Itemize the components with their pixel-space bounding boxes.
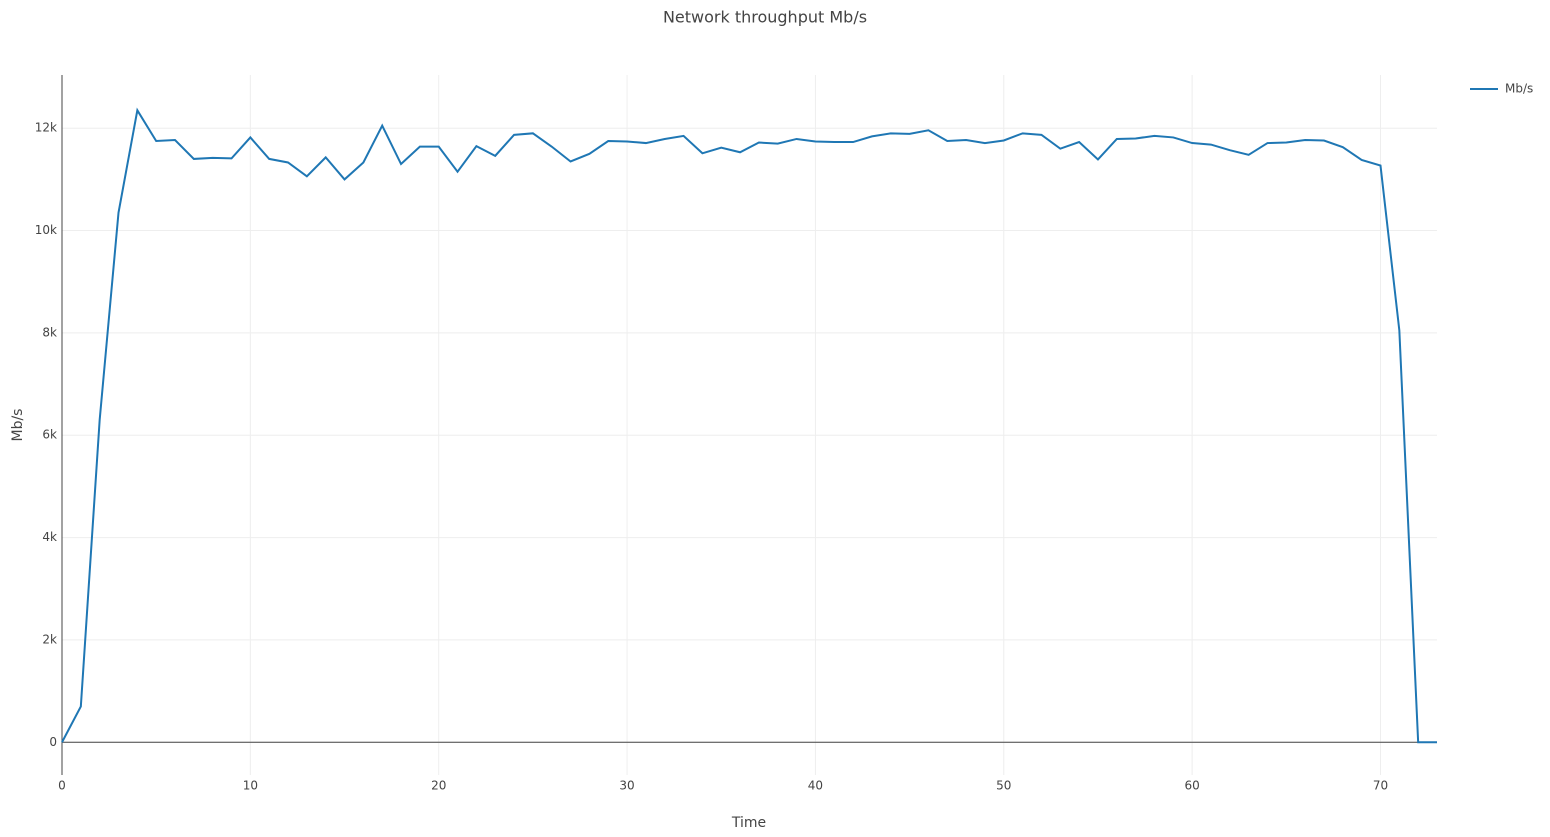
x-tick-label: 20 bbox=[431, 779, 446, 793]
x-tick-label: 50 bbox=[996, 779, 1011, 793]
chart-title: Network throughput Mb/s bbox=[663, 8, 867, 27]
x-tick-label: 40 bbox=[808, 779, 823, 793]
y-tick-label: 4k bbox=[42, 530, 57, 544]
legend-label: Mb/s bbox=[1505, 82, 1533, 96]
x-tick-label: 70 bbox=[1373, 779, 1388, 793]
line-series bbox=[61, 107, 1437, 744]
x-tick-label: 10 bbox=[243, 779, 258, 793]
y-tick-label: 10k bbox=[35, 223, 57, 237]
x-tick-label: 30 bbox=[619, 779, 634, 793]
x-tick-label: 60 bbox=[1184, 779, 1199, 793]
y-axis-title: Mb/s bbox=[10, 409, 26, 442]
y-tick-label: 2k bbox=[42, 632, 57, 646]
x-axis-title: Time bbox=[731, 815, 766, 831]
x-tick-label: 0 bbox=[58, 779, 66, 793]
y-tick-label: 12k bbox=[35, 121, 57, 135]
y-tick-label: 0 bbox=[49, 735, 57, 749]
y-tick-label: 6k bbox=[42, 428, 57, 442]
y-tick-label: 8k bbox=[42, 325, 57, 339]
